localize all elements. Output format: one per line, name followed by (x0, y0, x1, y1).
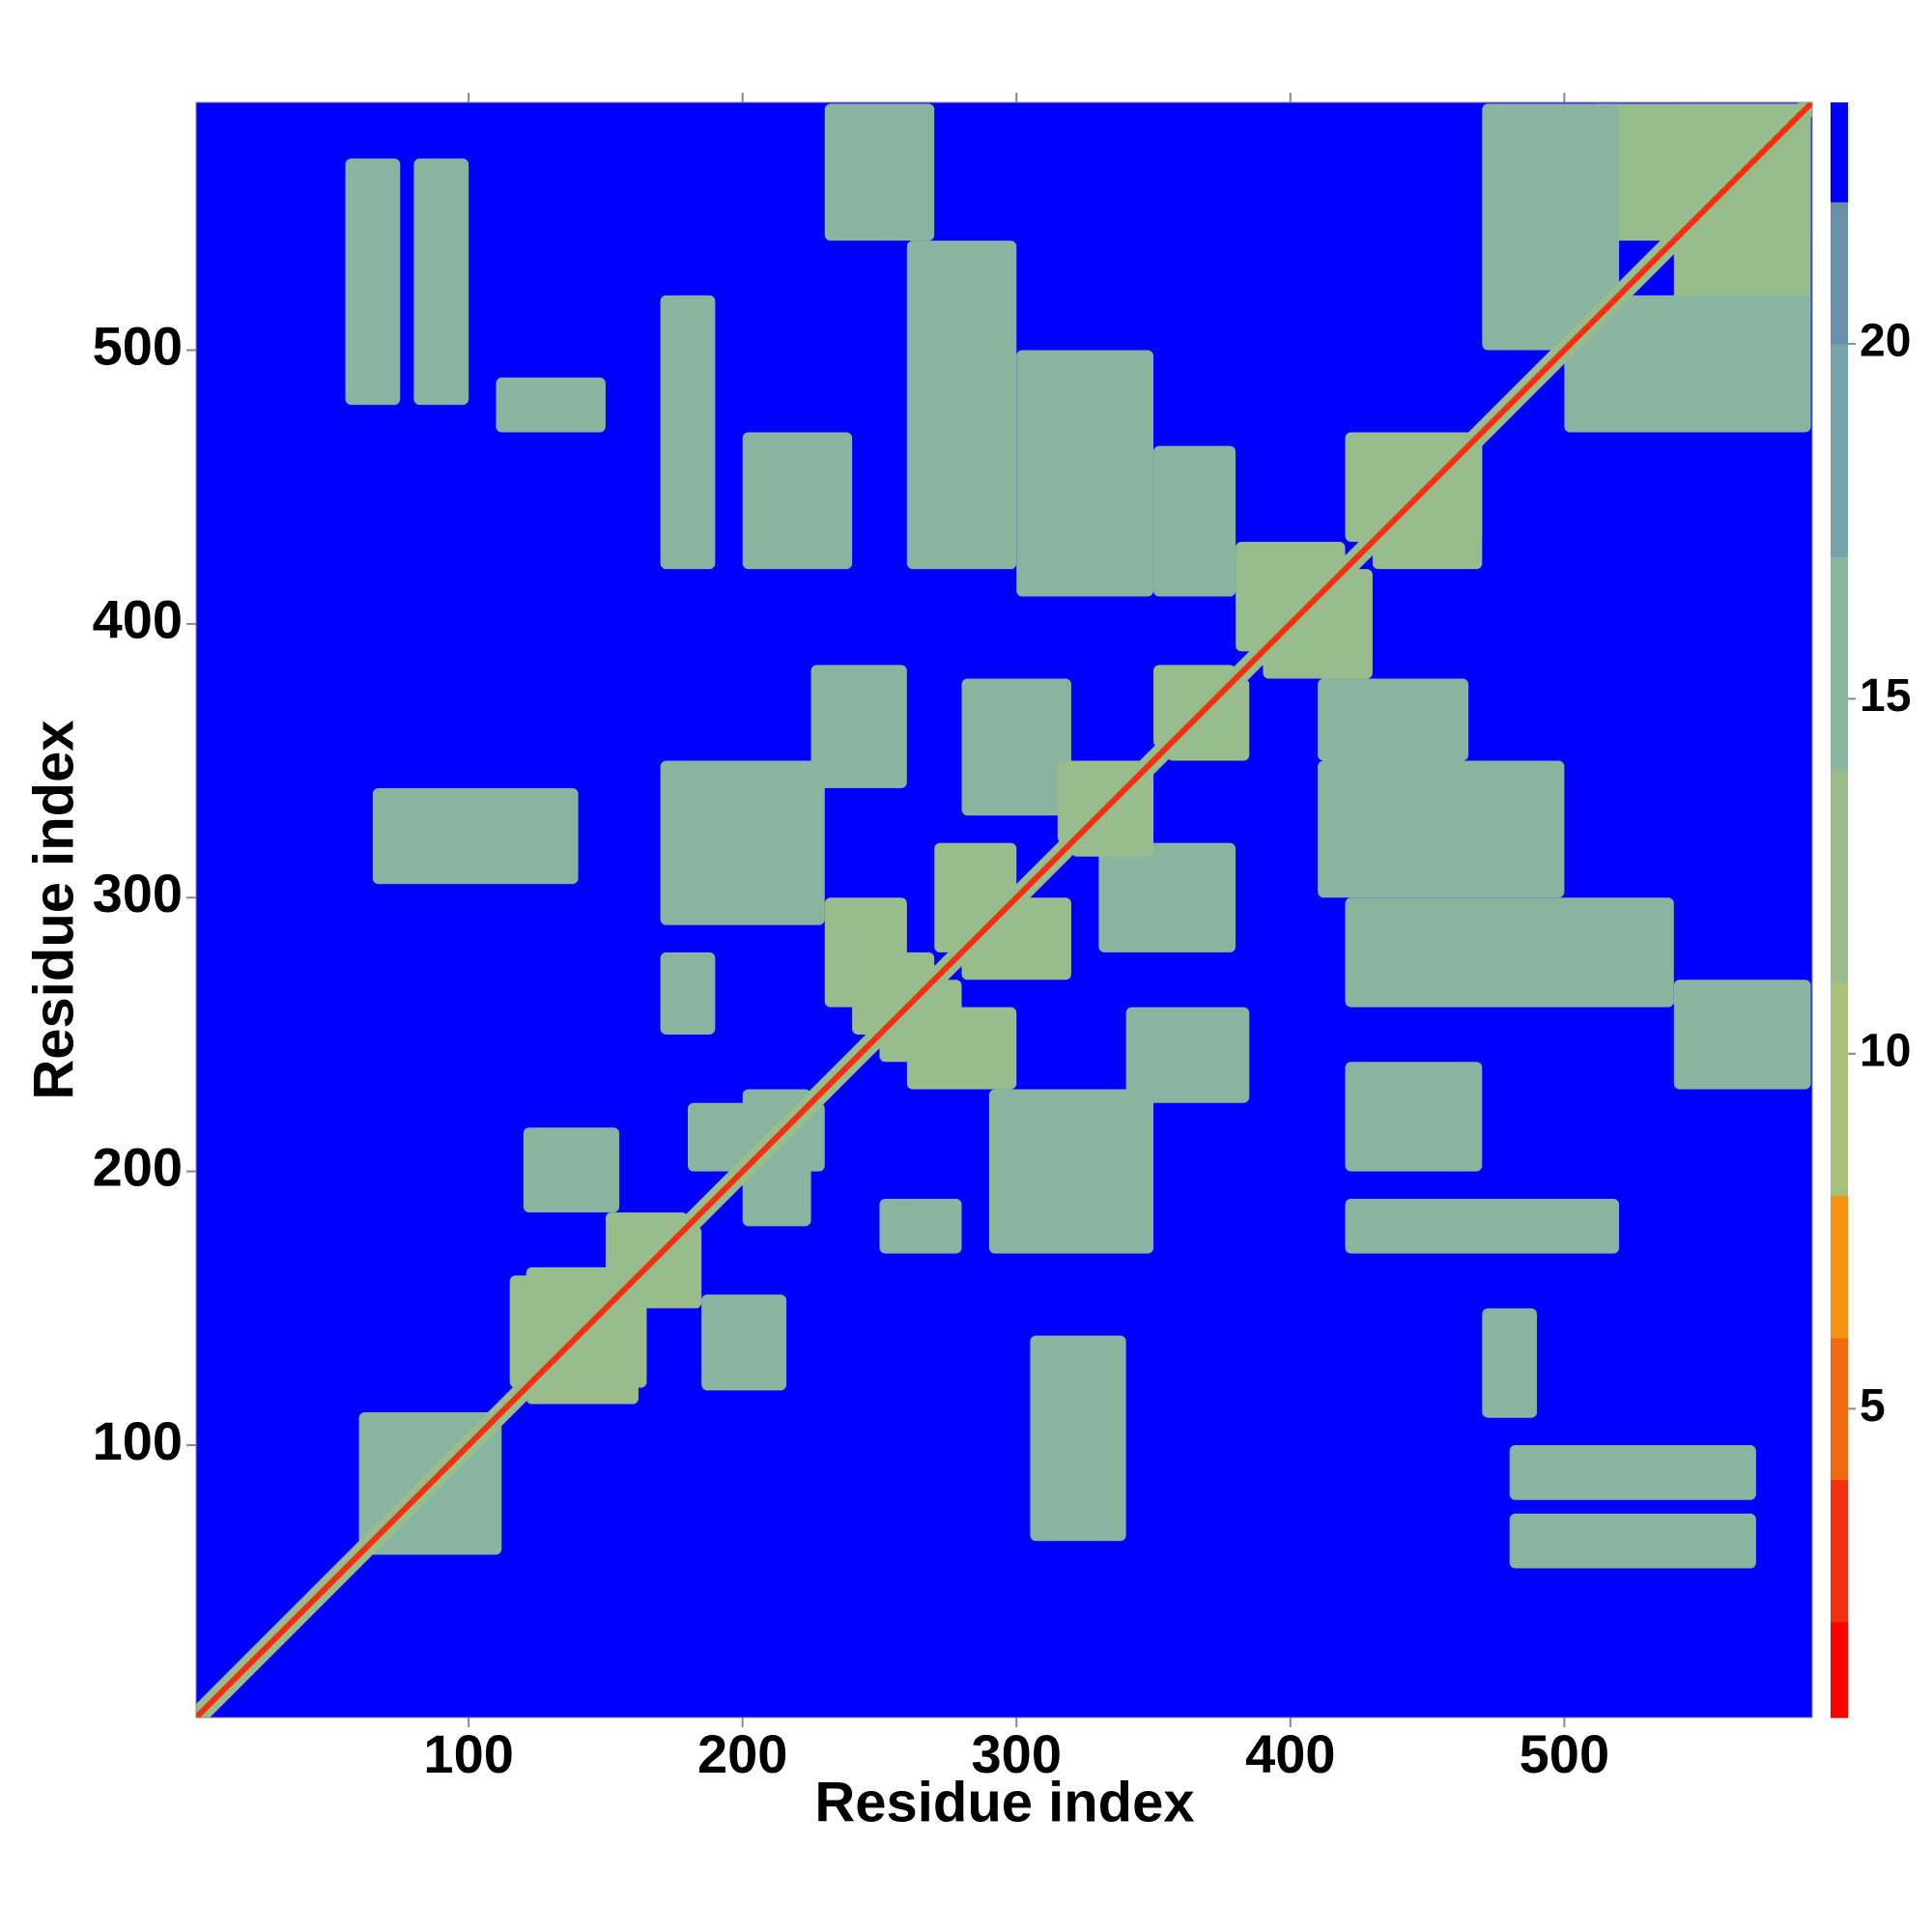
x-tick-label: 100 (423, 1723, 513, 1784)
heatmap-cell (879, 1198, 962, 1254)
y-tick-label: 400 (93, 589, 183, 650)
colorbar-segment (1831, 102, 1848, 203)
colorbar-tick-label: 15 (1860, 670, 1911, 722)
y-axis-label: Residue index (22, 720, 85, 1099)
colorbar-segment (1831, 201, 1848, 345)
heatmap-cell (1318, 760, 1565, 898)
colorbar-segment (1831, 343, 1848, 557)
colorbar-segment (1831, 1479, 1848, 1623)
colorbar-tick-label: 20 (1860, 316, 1911, 367)
heatmap-cell (1153, 445, 1236, 597)
heatmap-cell (1509, 1445, 1756, 1500)
heatmap-cell (1318, 678, 1469, 761)
heatmap-cell (906, 241, 1017, 570)
heatmap-cell (824, 103, 935, 242)
heatmap-cell (660, 760, 825, 925)
colorbar-tick-label: 10 (1860, 1025, 1911, 1076)
heatmap-cell (1509, 1513, 1756, 1569)
heatmap-cell (1345, 897, 1674, 1008)
heatmap-cell (961, 678, 1071, 816)
heatmap-cell (1564, 295, 1811, 433)
heatmap-cell (1125, 1007, 1250, 1103)
heatmap-cell (660, 952, 716, 1035)
heatmap-cell (1263, 569, 1373, 679)
heatmap-cell (1673, 103, 1811, 324)
colorbar-segment (1831, 1195, 1848, 1339)
colorbar-segment (1831, 1337, 1848, 1481)
x-tick-label: 300 (972, 1723, 1062, 1784)
colorbar-segment (1831, 982, 1848, 1197)
y-tick-label: 100 (93, 1410, 183, 1471)
colorbar-tick-label: 5 (1860, 1380, 1886, 1432)
colorbar-segment (1831, 1621, 1848, 1719)
colorbar-segment (1831, 556, 1848, 771)
heatmap-cell (1482, 103, 1620, 351)
x-tick-label: 200 (697, 1723, 787, 1784)
colorbar-segment (1831, 769, 1848, 983)
heatmap-cell (496, 377, 606, 433)
heatmap-cell (1030, 1335, 1126, 1542)
x-axis-label: Residue index (814, 1771, 1194, 1833)
heatmap-cell (1098, 842, 1236, 952)
plot-area (196, 102, 1812, 1718)
heatmap-cell (372, 787, 579, 885)
y-tick-label: 300 (93, 863, 183, 923)
heatmap-cell (701, 1294, 787, 1391)
axes: 100 200 300 400 500 100 200 300 400 500 5 10 15 20 (93, 93, 1911, 1784)
heatmap-cell (1345, 1198, 1620, 1254)
heatmap-cell (523, 1127, 620, 1213)
plot-frame (195, 101, 1813, 1719)
y-tick-label: 200 (93, 1136, 183, 1197)
heatmap-cell (1673, 980, 1811, 1090)
x-tick-label: 500 (1520, 1723, 1609, 1784)
heatmap-cell (413, 158, 469, 406)
heatmap-cell (345, 158, 401, 406)
heatmap-cell (1016, 350, 1154, 597)
heatmap-cell (810, 665, 907, 788)
heatmap-cell (1345, 1062, 1483, 1172)
y-tick-label: 500 (93, 315, 183, 376)
x-tick-label: 400 (1245, 1723, 1335, 1784)
diagonal-band (196, 102, 1812, 1718)
heatmap-cell (742, 432, 853, 570)
heatmap-cell (1482, 1308, 1538, 1418)
heatmap-cell (988, 1089, 1154, 1254)
heatmap-cell (660, 295, 716, 570)
